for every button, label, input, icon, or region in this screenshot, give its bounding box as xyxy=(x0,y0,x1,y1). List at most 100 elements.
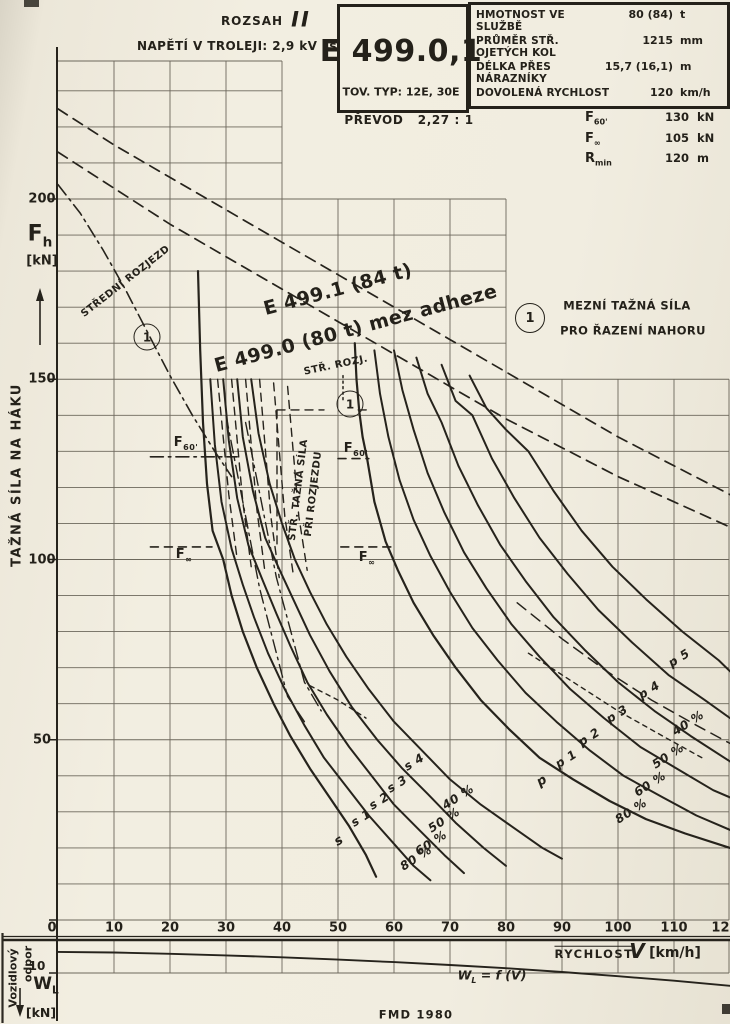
axis-ticks xyxy=(49,198,57,974)
rozsah-label: ROZSAH xyxy=(220,14,284,28)
curve-p2 xyxy=(393,349,730,799)
x-tick-110: 110 xyxy=(660,920,688,936)
param-unit: m xyxy=(697,151,709,166)
spec-row-1: PRŮMĚR STŘ. OJETÝCH KOL 1215 mm xyxy=(476,34,720,59)
subplot-unit: [kN] xyxy=(25,1004,57,1020)
spec-row-3: DOVOLENÁ RYCHLOST 120 km/h xyxy=(476,86,720,99)
param-row-2: Rmin 120 m xyxy=(585,151,727,168)
circle-1-mid: 1 xyxy=(336,390,364,418)
spec-value: 120 xyxy=(650,86,673,100)
footer-stamp: FMD 1980 xyxy=(378,1007,454,1022)
spec-row-2: DÉLKA PŘES NÁRAZNÍKY 15,7 (16,1) m xyxy=(476,60,720,85)
x-tick-100: 100 xyxy=(604,920,632,936)
spec-box xyxy=(468,2,730,109)
rozsah-value: II xyxy=(291,7,311,32)
y-axis-unit: [kN] xyxy=(26,253,58,269)
param-value: 120 xyxy=(664,151,689,166)
curve-mez-adheze-E499.0-80t xyxy=(57,151,730,528)
w-axis-arrow-head xyxy=(16,1005,24,1017)
curve-WL-f-V xyxy=(57,950,730,987)
spec-value: 1215 xyxy=(642,33,673,47)
x-axis-label: RYCHLOST xyxy=(554,945,634,961)
spec-row-0: HMOTNOST VE SLUŽBĚ 80 (84) t xyxy=(476,8,720,33)
spec-value: 15,7 (16,1) xyxy=(604,60,673,74)
spec-label: HMOTNOST VE SLUŽBĚ xyxy=(476,8,565,33)
curve-p5 xyxy=(468,374,730,673)
x-tick-70: 70 xyxy=(440,920,460,936)
curve-p1 xyxy=(373,349,730,831)
loco-class-box xyxy=(337,4,469,113)
spec-rows: HMOTNOST VE SLUŽBĚ 80 (84) t PRŮMĚR STŘ. OJ… xyxy=(472,5,724,102)
param-unit: kN xyxy=(697,130,715,145)
y-tick-200: 200 xyxy=(28,191,56,207)
label-f60-left: F60' xyxy=(173,435,199,452)
napeti-label: NAPĚTÍ V TROLEJI: 2,9 kV ss xyxy=(137,39,337,53)
y-tick-50: 50 xyxy=(32,732,52,748)
y-axis-symbol: Fh xyxy=(27,221,53,251)
x-tick-60: 60 xyxy=(384,920,404,936)
curve-mezni-sila-razeni-1 xyxy=(516,602,730,745)
x-tick-50: 50 xyxy=(328,920,348,936)
tov-typ: TOV. TYP: 12E, 30E xyxy=(342,85,460,99)
prevod-label: PŘEVOD 2,27 : 1 xyxy=(344,113,474,127)
spec-label: PRŮMĚR STŘ. OJETÝCH KOL xyxy=(476,34,559,59)
param-rows: F60' 130 kN F∞ 105 kN Rmin 120 m xyxy=(585,110,727,168)
curve-rozjezd-3 xyxy=(244,378,266,575)
spec-label: DOVOLENÁ RYCHLOST xyxy=(476,87,610,100)
x-tick-20: 20 xyxy=(160,920,180,936)
curve-rozjezd-dashdot-a xyxy=(225,414,306,723)
y-tick-150: 150 xyxy=(28,371,56,387)
x-tick-120: 120 xyxy=(711,920,730,936)
curve-s4 xyxy=(250,378,563,860)
scan-mark-bottom-right xyxy=(722,1004,730,1014)
grid-lines xyxy=(57,60,730,974)
curve-p4 xyxy=(440,363,730,720)
curve-rozjezd-4 xyxy=(258,378,280,579)
x-tick-0: 0 xyxy=(47,920,57,936)
circle-1-left: 1 xyxy=(133,323,161,351)
label-finf-left: F∞ xyxy=(175,547,193,564)
spec-unit: km/h xyxy=(680,86,711,100)
circle-1-legend: 1 xyxy=(515,303,545,333)
x-axis-unit: [km/h] xyxy=(649,945,701,961)
wl-equation: WL = f (V) xyxy=(457,967,527,985)
legend-line1: MEZNÍ TAŽNÁ SÍLA xyxy=(563,298,691,313)
curve-p xyxy=(353,342,730,849)
param-unit: kN xyxy=(697,110,715,124)
spec-unit: m xyxy=(680,60,692,74)
spec-unit: t xyxy=(680,7,686,21)
param-symbol: F60' xyxy=(585,110,608,127)
x-tick-30: 30 xyxy=(216,920,236,936)
param-symbol: Rmin xyxy=(585,151,612,168)
x-tick-10: 10 xyxy=(104,920,124,936)
curve-rozjezd-1 xyxy=(216,378,238,561)
param-row-0: F60' 130 kN xyxy=(585,110,727,127)
curve-s xyxy=(196,270,378,878)
legend-line2: PRO ŘAZENÍ NAHORU xyxy=(560,323,706,338)
y-axis-arrow-head xyxy=(36,288,44,301)
curve-rozjezd-dashdot-b xyxy=(244,421,322,712)
param-value: 105 xyxy=(664,130,689,145)
y-tick-100: 100 xyxy=(28,552,56,567)
curve-mezni-sila-razeni-2 xyxy=(527,652,703,759)
label-f60-right: F60' xyxy=(343,441,369,458)
x-axis-symbol: V xyxy=(629,939,645,963)
subplot-rot-word1: Vozidlový xyxy=(6,948,20,1008)
curve-rozjezd-6 xyxy=(286,385,308,571)
spec-value: 80 (84) xyxy=(628,7,674,21)
param-row-1: F∞ 105 kN xyxy=(585,131,727,148)
x-tick-80: 80 xyxy=(496,920,516,936)
curve-s1 xyxy=(209,378,432,882)
subplot-tick-label: 10 xyxy=(28,959,46,973)
loco-class: E 499.0,1 xyxy=(319,34,483,69)
curve-mez-adheze-E499.1-84t xyxy=(57,108,730,496)
param-value: 130 xyxy=(664,110,689,124)
subplot-symbol: WL xyxy=(33,973,59,997)
spec-label: DÉLKA PŘES NÁRAZNÍKY xyxy=(476,61,552,86)
x-tick-90: 90 xyxy=(552,920,572,936)
x-tick-40: 40 xyxy=(272,920,292,936)
y-axis-title: TAŽNÁ SÍLA NA HÁKU xyxy=(9,383,25,567)
curve-s2 xyxy=(222,378,465,875)
curve-mezni-sila-razeni-3 xyxy=(309,685,367,719)
